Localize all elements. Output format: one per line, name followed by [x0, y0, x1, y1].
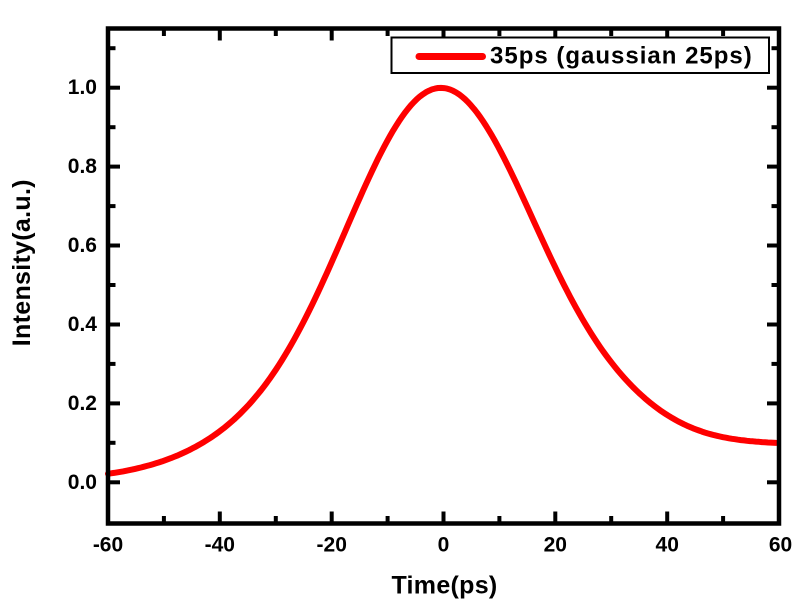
svg-text:-60: -60 [93, 533, 123, 556]
svg-text:1.0: 1.0 [68, 76, 97, 99]
svg-text:60: 60 [769, 533, 792, 556]
svg-text:0.8: 0.8 [68, 155, 98, 178]
svg-text:0.0: 0.0 [68, 471, 97, 494]
svg-text:Intensity(a.u.): Intensity(a.u.) [8, 179, 36, 346]
svg-text:Time(ps): Time(ps) [391, 572, 497, 600]
svg-text:40: 40 [656, 533, 679, 556]
svg-text:20: 20 [544, 533, 567, 556]
svg-text:0: 0 [438, 533, 450, 556]
svg-text:-20: -20 [317, 533, 347, 556]
svg-text:35ps (gaussian 25ps): 35ps (gaussian 25ps) [490, 43, 753, 70]
svg-text:0.6: 0.6 [68, 234, 97, 257]
svg-text:-40: -40 [205, 533, 235, 556]
svg-text:0.2: 0.2 [68, 392, 97, 415]
svg-text:0.4: 0.4 [68, 313, 98, 336]
